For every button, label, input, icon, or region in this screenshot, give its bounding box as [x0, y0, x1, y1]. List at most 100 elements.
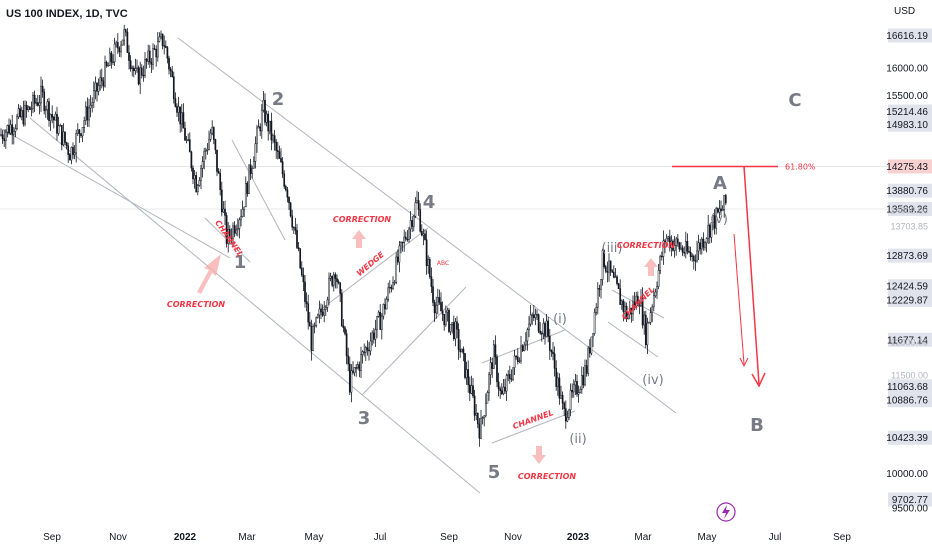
candle	[649, 307, 652, 326]
candle-body-up	[84, 106, 87, 121]
candle-body-up	[76, 129, 79, 134]
candle-body-up	[723, 195, 726, 210]
candle-body-up	[120, 44, 122, 53]
candle-body-down	[36, 102, 39, 106]
candle-body-up	[488, 374, 490, 393]
candle-body-up	[59, 125, 62, 127]
candle-body-down	[457, 329, 460, 350]
candle	[286, 187, 289, 203]
candle-body-down	[547, 320, 550, 337]
candle	[268, 120, 271, 135]
candle-body-down	[155, 48, 158, 58]
candle-body-down	[68, 154, 71, 161]
candle	[414, 197, 417, 219]
candle-body-down	[216, 149, 218, 172]
candle	[153, 44, 156, 51]
candle	[96, 82, 98, 102]
candle-body-up	[590, 336, 593, 354]
candle	[166, 45, 169, 64]
candle-body-down	[504, 386, 506, 392]
price-label: 12424.59	[886, 279, 932, 294]
candle	[35, 97, 38, 107]
candle	[648, 321, 650, 324]
candle-body-up	[465, 369, 468, 378]
time-label: 2022	[174, 532, 197, 543]
price-badge-bg	[888, 117, 932, 132]
candle	[585, 359, 588, 377]
candle	[534, 308, 537, 326]
candle	[704, 241, 706, 251]
candle-body-up	[584, 365, 586, 386]
candle-body-down	[348, 363, 351, 393]
candle-body-down	[576, 381, 578, 395]
candle	[283, 170, 286, 189]
candle	[654, 288, 657, 298]
candle-body-down	[604, 266, 607, 272]
candle	[91, 97, 94, 113]
candle	[539, 322, 542, 335]
candle	[137, 65, 140, 86]
price-axis[interactable]: 16616.19 16000.00 15500.00 15214.46 14983.10…	[886, 28, 932, 515]
candle	[288, 196, 290, 211]
candle-body-down	[22, 110, 25, 125]
candle-body-down	[521, 345, 524, 352]
candle-body-up	[75, 132, 78, 154]
candle-body-up	[360, 354, 362, 371]
candle-body-up	[257, 126, 260, 129]
candle	[81, 126, 84, 143]
candle	[364, 345, 367, 361]
time-axis[interactable]: Sep Nov 2022 Mar May Jul Sep Nov 2023 Mar May Jul Se…	[43, 532, 851, 543]
candle-body-down	[289, 202, 292, 217]
candle	[452, 315, 455, 341]
candle-body-up	[577, 392, 580, 395]
candle-body-up	[632, 301, 634, 315]
candle	[708, 223, 711, 244]
candle	[233, 221, 236, 238]
candle	[212, 126, 215, 145]
candle	[25, 101, 28, 118]
candle-body-up	[187, 139, 190, 141]
candle	[112, 54, 114, 66]
candle	[347, 347, 350, 372]
candle-body-up	[707, 224, 710, 239]
candle-body-down	[598, 288, 601, 290]
price-label: 15500.00	[886, 91, 928, 102]
candle-body-up	[560, 394, 562, 399]
candle	[208, 130, 210, 151]
candle-body-up	[104, 62, 106, 87]
candle	[147, 44, 150, 65]
candle	[297, 242, 300, 252]
candle	[556, 372, 559, 396]
candle	[492, 339, 495, 369]
price-badge-bg	[888, 332, 932, 347]
candle	[564, 400, 567, 429]
lightning-icon[interactable]	[716, 502, 736, 522]
candle	[304, 275, 306, 308]
candle-body-up	[572, 384, 575, 393]
candle-body-up	[12, 131, 15, 135]
candle-body-up	[446, 309, 449, 313]
candle	[273, 129, 276, 151]
candle-body-down	[366, 347, 369, 351]
candle	[296, 223, 298, 250]
price-label-faint: 11500.00	[891, 371, 928, 381]
candle	[500, 383, 503, 395]
candle	[449, 324, 452, 336]
candle	[224, 200, 226, 226]
channel-ii-lower	[491, 410, 576, 444]
candle-body-down	[56, 113, 58, 134]
candle	[49, 113, 52, 131]
candle	[219, 168, 222, 196]
candle	[84, 101, 87, 125]
candle	[724, 193, 727, 206]
candle-body-up	[94, 82, 97, 92]
candle-body-up	[512, 367, 514, 380]
candle	[544, 321, 546, 345]
candle	[196, 183, 199, 196]
candle-body-down	[171, 70, 174, 77]
candle-body-down	[305, 301, 308, 304]
candle-body-down	[472, 385, 474, 397]
candle	[694, 254, 697, 272]
candle-body-down	[686, 241, 689, 252]
